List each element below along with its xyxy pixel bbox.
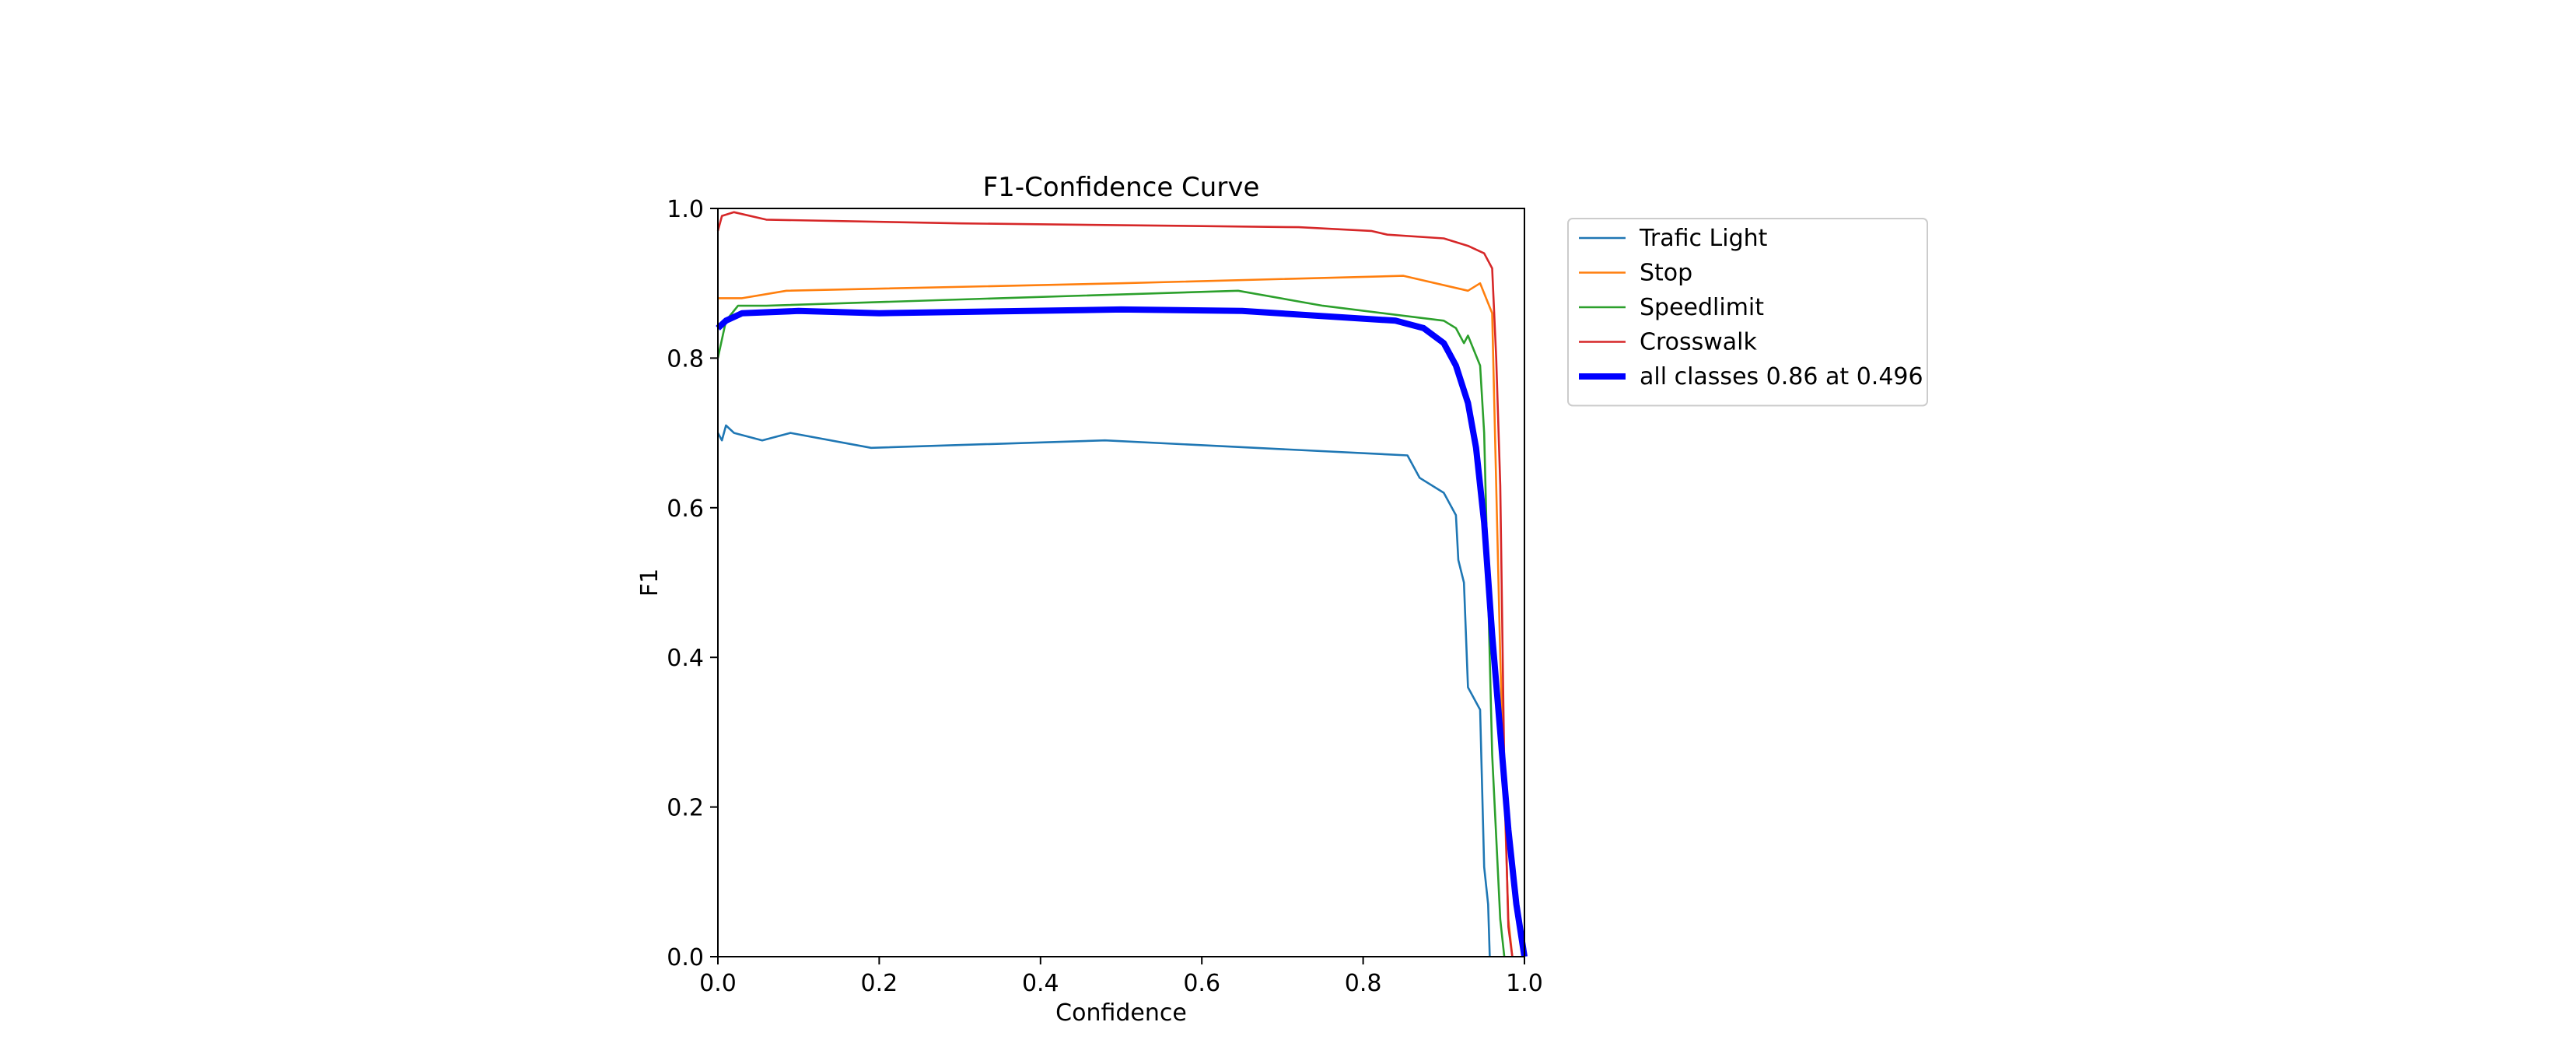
y-tick-label: 1.0 [667,196,704,223]
x-tick-label: 1.0 [1506,970,1543,997]
x-axis-label: Confidence [1055,999,1187,1027]
x-tick-label: 0.4 [1022,970,1059,997]
series-line-4 [716,306,1528,957]
y-tick-label: 0.0 [667,944,704,971]
chart-title: F1-Confidence Curve [983,172,1260,203]
legend-label: all classes 0.86 at 0.496 [1640,363,1923,390]
plot-frame [717,208,1525,957]
x-tick-label: 0.8 [1345,970,1382,997]
y-tick-label: 0.2 [667,795,704,822]
series-line-3 [716,211,1514,957]
legend-label: Stop [1640,260,1692,287]
legend-label: Crosswalk [1640,329,1757,356]
legend-box [1567,218,1928,407]
series-layer [716,211,1528,957]
y-tick-label: 0.8 [667,345,704,373]
y-axis: 0.0 0.2 0.4 0.6 0.8 1.0 [667,196,718,971]
x-axis: 0.0 0.2 0.4 0.6 0.8 1.0 [699,957,1543,997]
legend-label: Speedlimit [1640,294,1764,321]
legend-label: Trafic Light [1639,225,1768,252]
y-tick-label: 0.4 [667,645,704,672]
x-tick-label: 0.6 [1183,970,1220,997]
series-line-0 [716,424,1491,957]
y-axis-label: F1 [636,569,663,597]
legend: Trafic Light Stop Speedlimit Crosswalk all c… [1567,218,1928,407]
x-tick-label: 0.2 [861,970,898,997]
y-tick-label: 0.6 [667,495,704,523]
x-tick-label: 0.0 [699,970,737,997]
